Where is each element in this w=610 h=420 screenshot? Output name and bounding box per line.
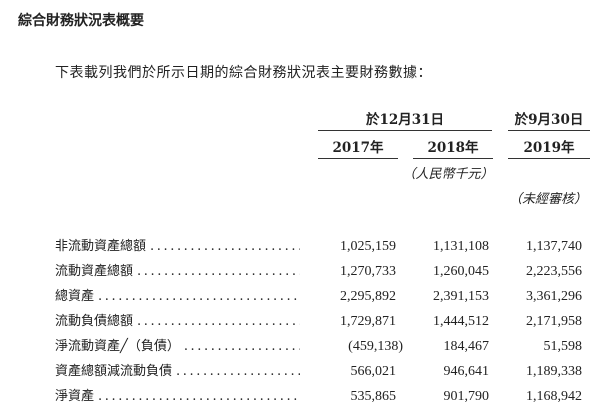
table-row: 淨資產.....................................…	[55, 387, 600, 407]
cell-value: 1,444,512	[433, 314, 489, 329]
intro-text: 下表載列我們於所示日期的綜合財務狀況表主要財務數據：	[55, 65, 432, 81]
table-row: 淨流動資產╱（負債）..............................…	[55, 337, 600, 357]
leader-dots: ........................................…	[176, 364, 300, 379]
header-sep30: 於9月30日	[514, 112, 584, 128]
cell-value: 1,270,733	[340, 264, 396, 279]
cell-value: 1,025,159	[340, 239, 396, 254]
cell-value: 535,865	[350, 389, 397, 404]
section-title: 綜合財務狀況表概要	[18, 13, 144, 29]
unaudited-note: （未經審核）	[508, 192, 587, 207]
cell-value: 946,641	[443, 364, 490, 379]
table-row: 流動資產總額..................................…	[55, 262, 600, 282]
leader-dots: ........................................…	[150, 239, 300, 254]
leader-dots: ........................................…	[183, 339, 300, 354]
rule	[508, 158, 590, 159]
table-row: 流動負債總額..................................…	[55, 312, 600, 332]
cell-value: 566,021	[350, 364, 397, 379]
cell-value: 3,361,296	[526, 289, 582, 304]
row-label: 資產總額減流動負債	[55, 364, 173, 379]
row-label: 流動負債總額	[55, 314, 134, 329]
cell-value: 51,598	[543, 339, 583, 354]
cell-value: 901,790	[443, 389, 490, 404]
header-dec31: 於12月31日	[365, 112, 445, 128]
cell-value: 1,260,045	[433, 264, 489, 279]
row-label: 流動資產總額	[55, 264, 134, 279]
row-label: 淨流動資產╱（負債）	[55, 339, 180, 354]
leader-dots: ........................................…	[98, 289, 300, 304]
cell-value: 1,131,108	[433, 239, 489, 254]
cell-value: 1,729,871	[340, 314, 396, 329]
rule	[413, 158, 493, 159]
table-row: 資產總額減流動負債...............................…	[55, 362, 600, 382]
cell-value: 1,137,740	[526, 239, 582, 254]
rule	[508, 130, 590, 131]
leader-dots: ........................................…	[137, 264, 300, 279]
cell-value: 2,391,153	[433, 289, 489, 304]
cell-value: 1,189,338	[526, 364, 582, 379]
cell-value: 2,295,892	[340, 289, 396, 304]
year-2017: 2017年	[332, 140, 384, 156]
unit-note: （人民幣千元）	[402, 167, 494, 182]
row-label: 總資產	[55, 289, 95, 304]
cell-value: 184,467	[443, 339, 490, 354]
table-row: 總資產.....................................…	[55, 287, 600, 307]
cell-value: (459,138)	[348, 339, 403, 354]
row-label: 淨資產	[55, 389, 95, 404]
leader-dots: ........................................…	[98, 389, 300, 404]
cell-value: 2,223,556	[526, 264, 582, 279]
year-2018: 2018年	[427, 140, 479, 156]
rule	[318, 130, 492, 131]
cell-value: 2,171,958	[526, 314, 582, 329]
cell-value: 1,168,942	[526, 389, 582, 404]
year-2019: 2019年	[523, 140, 575, 156]
rule	[318, 158, 398, 159]
table-row: 非流動資產總額.................................…	[55, 237, 600, 257]
leader-dots: ........................................…	[137, 314, 300, 329]
row-label: 非流動資產總額	[55, 239, 147, 254]
